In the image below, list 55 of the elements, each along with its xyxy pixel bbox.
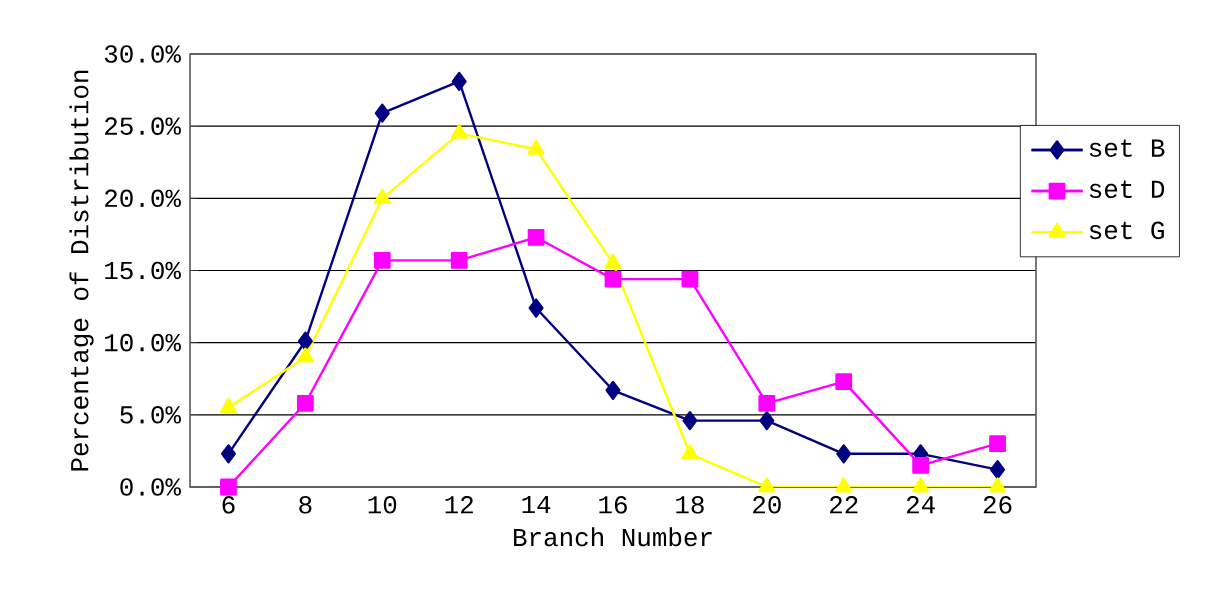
point [220,444,236,464]
point [912,477,930,493]
point [528,298,544,318]
point [912,456,930,474]
point [373,252,391,269]
point [682,411,698,431]
x-axis-title: Branch Number [514,527,712,547]
point [989,477,1007,493]
point [296,347,314,363]
x-tick-label: 18 [676,496,704,514]
point [759,411,775,431]
x-tick-label: 10 [368,496,397,514]
point [681,270,699,288]
x-tick-label: 24 [906,496,935,514]
point [758,394,776,412]
point [758,477,776,493]
legend-label: set G [1089,221,1164,240]
point [373,188,391,204]
point [836,444,852,464]
y-tick-label: 15.0% [105,261,181,280]
point [450,123,468,139]
x-tick-label: 14 [522,496,551,514]
point [450,252,468,269]
point [296,394,314,412]
point [374,103,390,123]
x-tick-label: 22 [830,496,858,514]
y-axis-title: Percentage of Distribution [69,70,94,471]
point [990,460,1006,480]
point [220,478,237,496]
y-tick-label: 5.0% [120,406,181,424]
point [219,398,237,414]
y-tick-label: 20.0% [105,189,181,208]
x-tick-label: 12 [445,496,473,514]
point [604,270,622,288]
legend-label: set B [1089,139,1165,157]
point [681,444,699,460]
point [605,380,621,400]
point [835,373,853,391]
point [989,435,1006,453]
x-tick-label: 20 [753,496,781,514]
legend-label: set D [1089,180,1165,199]
point [527,228,545,246]
x-tick-label: 26 [983,496,1012,514]
point [297,331,313,351]
point [451,71,467,92]
y-tick-label: 30.0% [104,45,181,63]
x-tick-label: 6 [222,496,235,514]
x-tick-label: 16 [599,496,627,514]
y-tick-label: 0.0% [120,478,181,496]
y-tick-label: 10.0% [105,333,181,352]
point [835,477,853,493]
y-tick-label: 25.0% [105,117,181,135]
x-tick-label: 8 [299,496,312,514]
point [604,253,622,269]
point [527,139,545,155]
